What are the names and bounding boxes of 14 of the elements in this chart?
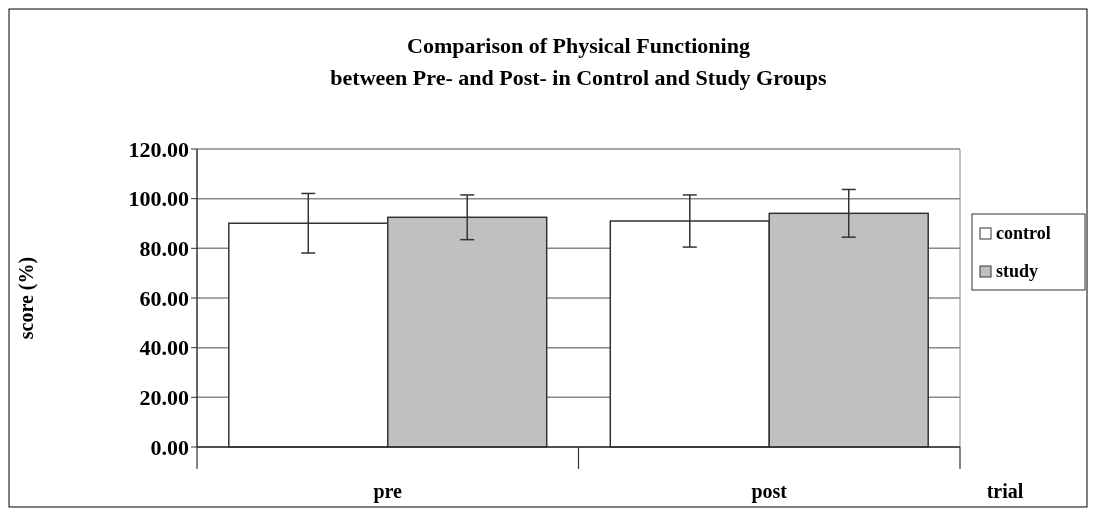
y-tick-label: 0.00 xyxy=(150,434,189,460)
y-axis-title: score (%) xyxy=(15,256,38,340)
legend-label: study xyxy=(996,261,1039,281)
chart-title: Comparison of Physical Functioning between Pre- and Post- in Control and Study Groups xyxy=(330,33,828,90)
y-tick-label: 100.00 xyxy=(128,186,189,212)
x-tick-label: post xyxy=(751,480,788,503)
y-tick-label: 40.00 xyxy=(139,335,189,361)
x-axis-title: trial xyxy=(986,480,1024,502)
y-tick-label: 20.00 xyxy=(139,385,189,411)
y-tick-label: 120.00 xyxy=(128,136,189,162)
x-tick-label: pre xyxy=(373,480,403,503)
y-tick-label: 80.00 xyxy=(139,236,189,262)
legend-label: control xyxy=(996,223,1051,243)
y-tick-label: 60.00 xyxy=(139,285,189,311)
